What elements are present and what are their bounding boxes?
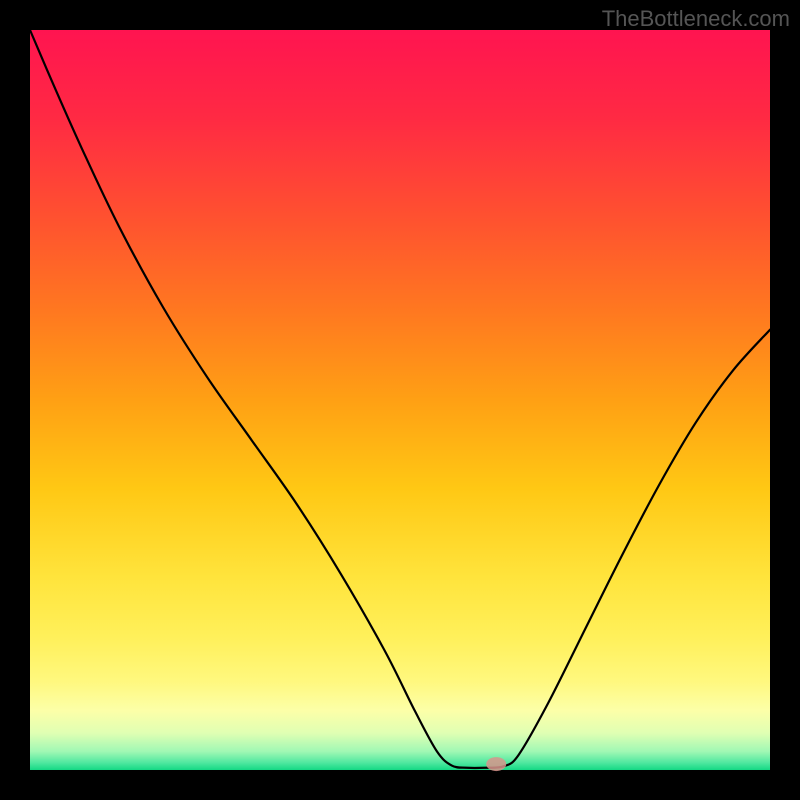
watermark-label: TheBottleneck.com: [602, 6, 790, 32]
bottleneck-chart: TheBottleneck.com: [0, 0, 800, 800]
optimal-marker: [486, 757, 506, 771]
chart-svg: [0, 0, 800, 800]
plot-background: [30, 30, 770, 770]
